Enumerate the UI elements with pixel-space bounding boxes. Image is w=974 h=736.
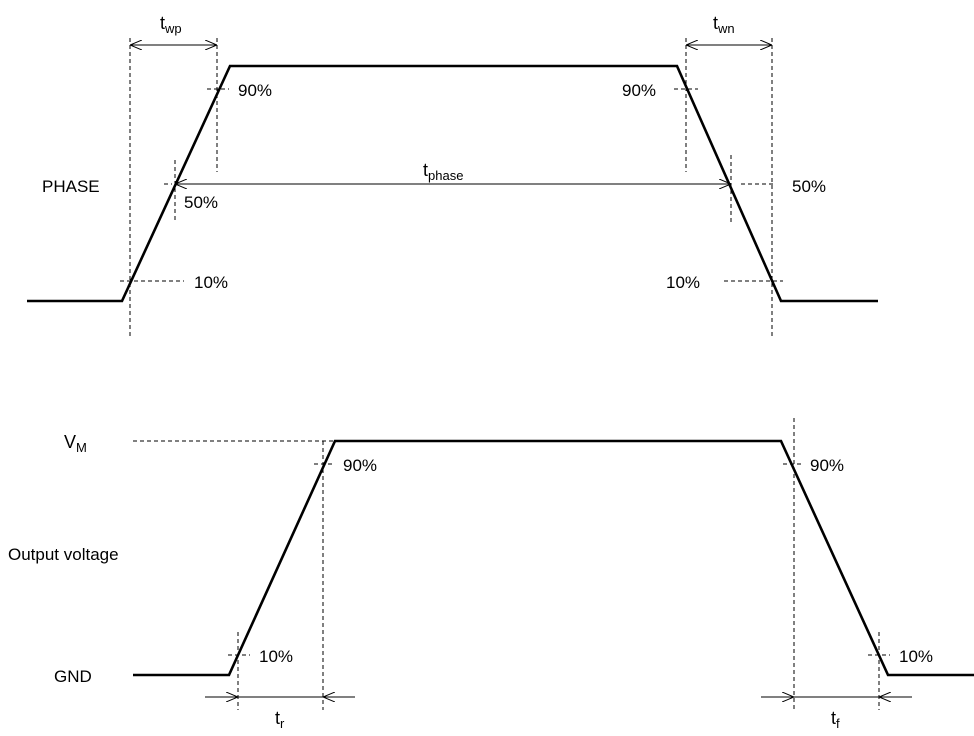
output-pct-10-left: 10% [259, 647, 293, 666]
phase-pct-50-left: 50% [184, 193, 218, 212]
output-signal-label: Output voltage [8, 545, 119, 564]
phase-waveform [27, 64, 878, 303]
tphase-label: tphase [423, 160, 463, 183]
phase-pct-10-right: 10% [666, 273, 700, 292]
phase-pct-10-left: 10% [194, 273, 228, 292]
phase-panel: PHASE 90% 90% 50% 50% 10% 10% twp twn tp… [27, 13, 878, 336]
phase-pct-50-right: 50% [792, 177, 826, 196]
output-pct-90-right: 90% [810, 456, 844, 475]
gnd-label: GND [54, 667, 92, 686]
twn-label: twn [713, 13, 735, 36]
output-pct-90-left: 90% [343, 456, 377, 475]
output-panel: Output voltage GND VM 90% 90% 10% 10% tr… [8, 418, 974, 731]
phase-signal-label: PHASE [42, 177, 100, 196]
tr-label: tr [275, 708, 285, 731]
twp-label: twp [160, 13, 182, 36]
phase-pct-90-left: 90% [238, 81, 272, 100]
tf-label: tf [831, 708, 840, 731]
output-waveform [133, 439, 974, 677]
output-pct-10-right: 10% [899, 647, 933, 666]
vm-label: VM [64, 432, 87, 455]
phase-pct-90-right: 90% [622, 81, 656, 100]
